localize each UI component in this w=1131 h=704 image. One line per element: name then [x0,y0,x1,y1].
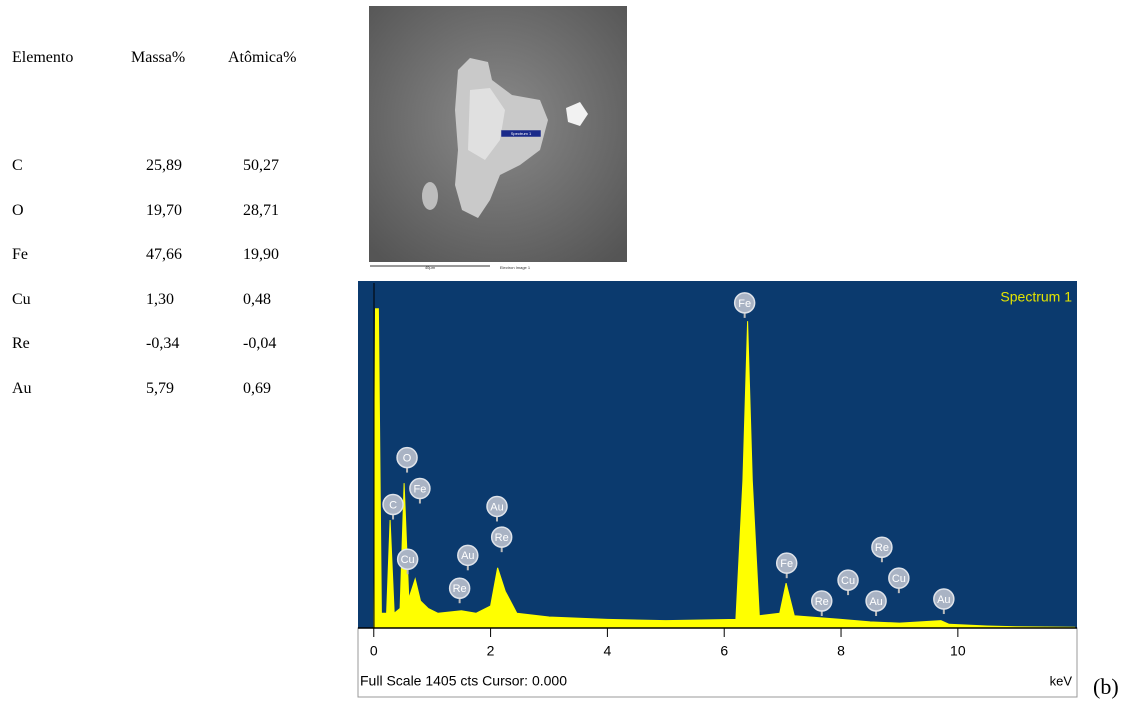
peak-label: Fe [413,483,426,495]
plot-background [358,281,1077,628]
table-header: Massa% [131,49,186,66]
x-tick-label: 4 [604,643,612,659]
peak-label: Au [937,594,950,606]
peak-label: Re [875,542,889,554]
peak-badge [775,552,798,574]
table-value: -0,04 [243,335,277,352]
table-element: C [12,157,23,174]
table-value: 50,27 [243,157,279,174]
peak-badge [888,567,910,589]
plot: Fe O Fe C Cu Au Re Au Re Fe Re Cu Re Cu Au Au [373,292,1076,629]
peak-label: Cu [892,573,906,585]
table-header: Atômica% [228,49,297,66]
table-value: 28,71 [243,201,279,219]
x-axis-label: keV [1050,673,1073,688]
peak-badge [448,577,471,599]
table-element: Fe [12,246,28,263]
peak-badge [871,536,893,558]
image-caption: Electron Image 1 [500,265,531,270]
spot-label: Spectrum 1 [511,131,532,136]
table-value: 1,30 [146,290,174,308]
x-tick-label: 10 [950,643,966,659]
table-value: 19,70 [146,201,182,219]
x-tick-label: 8 [837,643,845,659]
peak-label: Au [869,596,882,608]
peak-label: Au [490,501,503,513]
table-element: Re [12,335,30,352]
x-tick-label: 0 [370,643,378,659]
sem-image: Spectrum 1 40µm Electron Image 1 [369,6,627,271]
peak-label: Au [461,550,474,562]
table-value: -0,34 [146,335,180,352]
table-value: 0,69 [243,379,271,397]
peak-badge [837,569,859,591]
table-element: O [12,201,24,219]
peak-badge [396,446,418,469]
peak-label: Cu [841,575,855,587]
peak-badge [490,526,513,548]
table-element: Cu [12,290,31,308]
table-header: Elemento [12,49,74,66]
peak-label: Re [495,532,509,544]
peak-label: Re [815,596,829,608]
peak-badge [409,477,431,500]
peak-badge [486,495,508,518]
scale-label: 40µm [425,265,436,270]
x-tick-label: 6 [720,643,728,659]
panel-label: (b) [1093,674,1119,699]
spectrum-area [373,308,1076,629]
table-value: 47,66 [146,246,182,263]
x-tick-label: 2 [487,643,495,659]
peak-label: C [389,499,397,511]
peak-badge [933,588,955,610]
peak-badge [457,544,479,567]
table-value: 5,79 [146,379,174,397]
peak-label: Fe [780,558,793,570]
peak-badge [733,292,756,314]
axis-panel [357,627,1078,698]
peak-badge [865,590,887,612]
table-value: 0,48 [243,290,271,308]
peak-badge [396,548,419,570]
peak-label: O [403,452,412,464]
peak-badge [811,590,833,612]
peak-label: Re [453,583,467,595]
peak-badge [382,493,404,516]
footer: Full Scale 1405 cts Cursor: 0.000 [360,673,567,689]
table-element: Au [12,379,32,397]
peak-label: Fe [738,298,751,310]
table-value: 19,90 [243,246,279,263]
spectrum-title: Spectrum 1 [1000,289,1072,305]
peak-label: Cu [401,554,415,566]
table-value: 25,89 [146,157,182,174]
